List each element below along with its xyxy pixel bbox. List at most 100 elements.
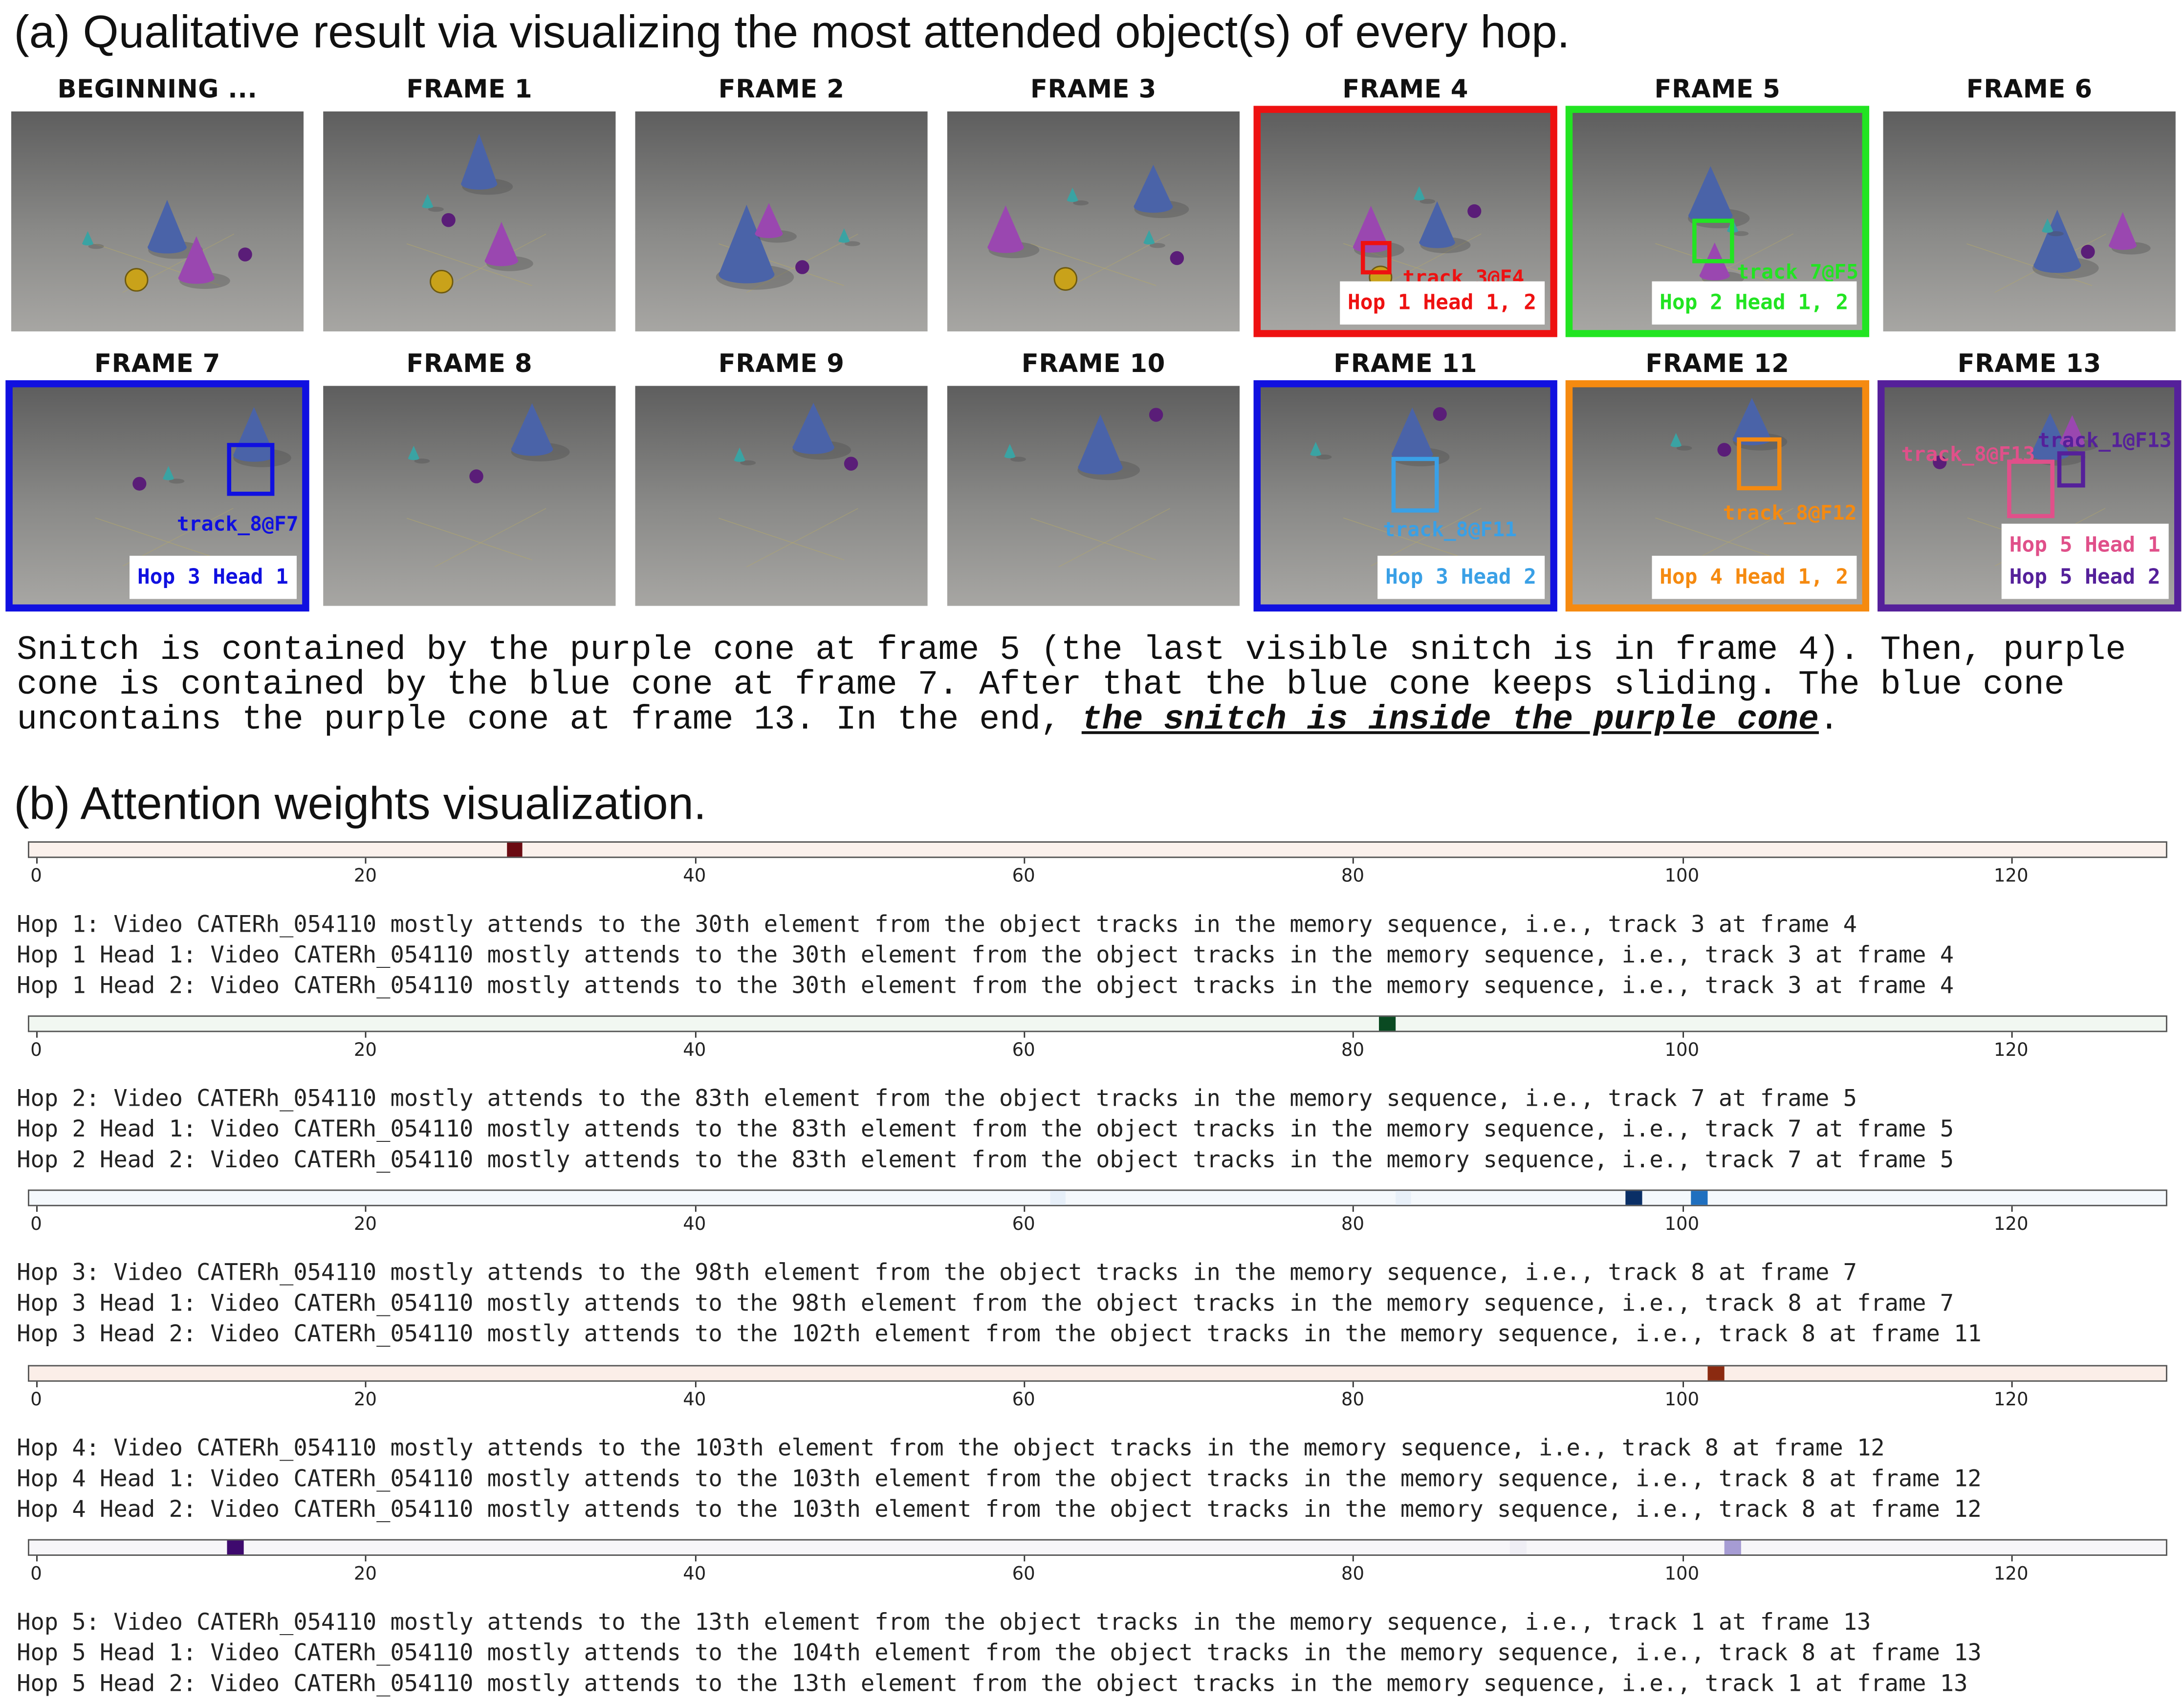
- axis-tick-label: 100: [1664, 1390, 1700, 1411]
- axis-tick: [1353, 1381, 1354, 1388]
- attention-strip: [27, 1365, 2167, 1382]
- frame-label: FRAME 8: [406, 350, 533, 379]
- axis-tick-label: 40: [683, 866, 706, 888]
- axis-tick: [2011, 1032, 2013, 1038]
- frame-thumbnail: track_7@F5 Hop 2 Head 1, 2: [1565, 106, 1870, 337]
- axis-tick-label: 40: [683, 1390, 706, 1411]
- attention-cell: [1707, 1366, 1725, 1380]
- frame-label: FRAME 6: [1966, 75, 2093, 105]
- hop-head-label: Hop 5 Head 2: [2009, 564, 2161, 589]
- axis-tick-label: 80: [1341, 1390, 1365, 1411]
- summary-line-2: cone is contained by the blue cone at fr…: [17, 667, 2065, 705]
- hop-head-label: Hop 1 Head 1, 2: [1347, 289, 1536, 315]
- frame-label: FRAME 10: [1021, 350, 1165, 379]
- hop-head-box: Hop 2 Head 1, 2: [1651, 281, 1857, 325]
- hop-attention-text: Hop 4: Video CATERh_054110 mostly attend…: [17, 1434, 1885, 1462]
- frame-label: FRAME 5: [1654, 75, 1781, 105]
- axis-tick-label: 0: [30, 1214, 42, 1236]
- axis-tick: [2011, 1206, 2013, 1212]
- frame-thumbnail: track_3@F4 Hop 1 Head 1, 2: [1253, 106, 1557, 337]
- frame-label: FRAME 7: [94, 350, 220, 379]
- frame-thumbnail: track_8@F11 Hop 3 Head 2: [1253, 380, 1557, 612]
- hop-attention-text: Hop 2 Head 1: Video CATERh_054110 mostly…: [17, 1115, 1954, 1142]
- hop-attention-text: Hop 3: Video CATERh_054110 mostly attend…: [17, 1259, 1857, 1286]
- attention-axis: 0 20 40 60 80 100 120: [28, 1032, 2167, 1061]
- attention-cell: [1049, 1191, 1066, 1205]
- axis-tick-label: 100: [1664, 866, 1700, 888]
- frame-thumbnail: track_8@F7 Hop 3 Head 1: [5, 380, 309, 612]
- axis-tick-label: 20: [353, 1390, 377, 1411]
- frame-label: FRAME 9: [718, 350, 845, 379]
- attention-cell: [506, 842, 523, 857]
- axis-tick: [2011, 1381, 2013, 1388]
- axis-tick-label: 120: [1993, 1390, 2029, 1411]
- frame-label: FRAME 3: [1030, 75, 1157, 105]
- frame-label: FRAME 11: [1333, 350, 1478, 379]
- frame-thumbnail: [11, 111, 304, 332]
- axis-tick: [365, 1555, 367, 1562]
- object-bounding-box: [1737, 437, 1782, 491]
- scene-image: [323, 386, 616, 606]
- hop-head-box: Hop 1 Head 1, 2: [1339, 281, 1545, 325]
- attention-cell: [1510, 1540, 1527, 1555]
- axis-tick-label: 80: [1341, 1214, 1365, 1236]
- axis-tick: [1353, 1032, 1354, 1038]
- attention-axis: 0 20 40 60 80 100 120: [28, 858, 2167, 887]
- axis-tick: [1024, 1381, 1026, 1388]
- axis-tick-label: 80: [1341, 1564, 1365, 1585]
- frame-thumbnail: [323, 386, 616, 606]
- axis-tick-label: 120: [1993, 1214, 2029, 1236]
- axis-tick-label: 0: [30, 1390, 42, 1411]
- frame-label: FRAME 2: [718, 75, 845, 105]
- hop-head-label: Hop 4 Head 1, 2: [1660, 564, 1849, 589]
- summary-line-3: uncontains the purple cone at frame 13. …: [17, 703, 2176, 738]
- axis-tick: [36, 1206, 38, 1212]
- object-bounding-box: [2057, 451, 2085, 488]
- axis-tick-label: 60: [1012, 1214, 1035, 1236]
- hop-head-box: Hop 3 Head 2: [1377, 555, 1545, 599]
- track-label: track_8@F12: [1723, 502, 1857, 525]
- axis-tick: [36, 1381, 38, 1388]
- axis-tick: [365, 1381, 367, 1388]
- axis-tick-label: 100: [1664, 1214, 1700, 1236]
- attention-cell: [1724, 1540, 1741, 1555]
- axis-tick-label: 60: [1012, 1390, 1035, 1411]
- hop-head-label: Hop 3 Head 2: [1385, 564, 1536, 589]
- axis-tick: [694, 1206, 696, 1212]
- axis-tick-label: 80: [1341, 866, 1365, 888]
- axis-tick-label: 60: [1012, 1564, 1035, 1585]
- axis-tick: [1353, 1206, 1354, 1212]
- axis-tick: [1682, 1206, 1683, 1212]
- axis-tick: [694, 1381, 696, 1388]
- attention-cell: [1378, 1017, 1396, 1031]
- hop-attention-text: Hop 5 Head 2: Video CATERh_054110 mostly…: [17, 1670, 1968, 1697]
- axis-tick-label: 80: [1341, 1040, 1365, 1062]
- axis-tick-label: 120: [1993, 866, 2029, 888]
- axis-tick: [694, 1032, 696, 1038]
- axis-tick-label: 60: [1012, 866, 1035, 888]
- attention-axis: 0 20 40 60 80 100 120: [28, 1555, 2167, 1585]
- axis-tick: [1682, 1555, 1683, 1562]
- frame-label: FRAME 12: [1645, 350, 1790, 379]
- axis-tick-label: 40: [683, 1564, 706, 1585]
- attention-cell: [1625, 1191, 1642, 1205]
- hop-attention-text: Hop 4 Head 1: Video CATERh_054110 mostly…: [17, 1465, 1982, 1492]
- scene-image: [11, 111, 304, 332]
- object-bounding-box: [227, 443, 275, 496]
- part-a-heading: (a) Qualitative result via visualizing t…: [14, 5, 1570, 57]
- axis-tick: [2011, 858, 2013, 864]
- object-bounding-box: [1360, 240, 1392, 275]
- axis-tick: [365, 858, 367, 864]
- attention-cell: [226, 1540, 243, 1555]
- hop-attention-text: Hop 3 Head 2: Video CATERh_054110 mostly…: [17, 1320, 1982, 1347]
- frame-label: FRAME 13: [1957, 350, 2101, 379]
- track-label: track_8@F7: [176, 514, 299, 537]
- summary-line-1: Snitch is contained by the purple cone a…: [17, 632, 2126, 670]
- axis-tick: [36, 1555, 38, 1562]
- axis-tick: [1024, 858, 1026, 864]
- part-b-heading: (b) Attention weights visualization.: [14, 777, 707, 829]
- hop-head-label: Hop 2 Head 1, 2: [1660, 289, 1849, 315]
- axis-tick: [1353, 858, 1354, 864]
- frame-thumbnail: [947, 386, 1240, 606]
- summary-line-3-prefix: uncontains the purple cone at frame 13. …: [17, 702, 1082, 740]
